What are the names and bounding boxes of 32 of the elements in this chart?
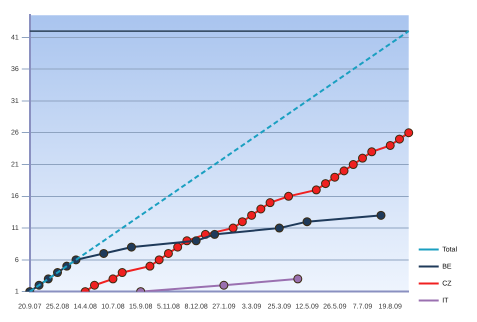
point <box>312 185 321 194</box>
point <box>266 198 275 208</box>
point <box>99 248 108 258</box>
point <box>394 134 404 144</box>
point <box>348 160 358 170</box>
point <box>404 128 414 138</box>
point <box>386 140 395 150</box>
point <box>321 179 330 188</box>
point <box>367 147 376 156</box>
point <box>126 242 136 252</box>
point <box>164 248 173 258</box>
point <box>90 280 99 290</box>
point <box>247 210 256 220</box>
point <box>118 268 127 278</box>
point <box>293 274 302 284</box>
point <box>173 242 182 252</box>
point <box>210 230 220 239</box>
point <box>219 280 228 290</box>
point <box>330 172 340 182</box>
point <box>145 262 154 271</box>
point <box>340 166 349 176</box>
point <box>358 154 368 163</box>
point <box>154 255 164 264</box>
point <box>376 210 386 220</box>
point <box>238 217 247 226</box>
point <box>274 224 284 233</box>
point <box>192 236 201 246</box>
point <box>302 217 312 226</box>
point <box>108 274 118 284</box>
point <box>256 204 266 214</box>
point <box>284 192 294 201</box>
point <box>228 224 238 233</box>
